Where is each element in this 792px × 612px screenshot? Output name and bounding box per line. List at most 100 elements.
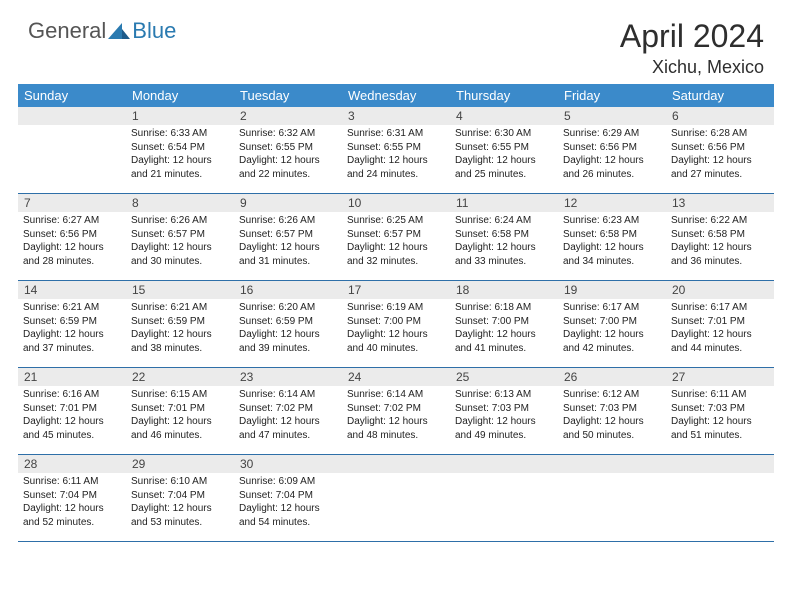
day-cell: 2Sunrise: 6:32 AMSunset: 6:55 PMDaylight… bbox=[234, 107, 342, 193]
sunset-text: Sunset: 6:57 PM bbox=[239, 228, 337, 242]
day-cell-empty bbox=[558, 455, 666, 541]
brand-triangle-icon bbox=[108, 23, 130, 39]
daylight-line1: Daylight: 12 hours bbox=[131, 328, 229, 342]
daylight-line1: Daylight: 12 hours bbox=[23, 415, 121, 429]
day-body: Sunrise: 6:27 AMSunset: 6:56 PMDaylight:… bbox=[18, 212, 126, 272]
daylight-line2: and 44 minutes. bbox=[671, 342, 769, 356]
daylight-line2: and 54 minutes. bbox=[239, 516, 337, 530]
sunset-text: Sunset: 6:58 PM bbox=[671, 228, 769, 242]
day-cell: 26Sunrise: 6:12 AMSunset: 7:03 PMDayligh… bbox=[558, 368, 666, 454]
day-body: Sunrise: 6:23 AMSunset: 6:58 PMDaylight:… bbox=[558, 212, 666, 272]
daylight-line2: and 51 minutes. bbox=[671, 429, 769, 443]
day-cell: 15Sunrise: 6:21 AMSunset: 6:59 PMDayligh… bbox=[126, 281, 234, 367]
daylight-line1: Daylight: 12 hours bbox=[455, 241, 553, 255]
daylight-line2: and 47 minutes. bbox=[239, 429, 337, 443]
sunset-text: Sunset: 7:04 PM bbox=[239, 489, 337, 503]
daylight-line2: and 46 minutes. bbox=[131, 429, 229, 443]
sunrise-text: Sunrise: 6:24 AM bbox=[455, 214, 553, 228]
sunset-text: Sunset: 7:00 PM bbox=[455, 315, 553, 329]
daylight-line2: and 45 minutes. bbox=[23, 429, 121, 443]
daylight-line1: Daylight: 12 hours bbox=[563, 415, 661, 429]
sunrise-text: Sunrise: 6:20 AM bbox=[239, 301, 337, 315]
daylight-line2: and 52 minutes. bbox=[23, 516, 121, 530]
daylight-line1: Daylight: 12 hours bbox=[455, 328, 553, 342]
day-body: Sunrise: 6:20 AMSunset: 6:59 PMDaylight:… bbox=[234, 299, 342, 359]
daylight-line2: and 39 minutes. bbox=[239, 342, 337, 356]
day-body: Sunrise: 6:24 AMSunset: 6:58 PMDaylight:… bbox=[450, 212, 558, 272]
day-number: 20 bbox=[666, 281, 774, 299]
day-cell: 14Sunrise: 6:21 AMSunset: 6:59 PMDayligh… bbox=[18, 281, 126, 367]
calendar: SundayMondayTuesdayWednesdayThursdayFrid… bbox=[0, 84, 792, 542]
daylight-line1: Daylight: 12 hours bbox=[23, 241, 121, 255]
day-cell: 1 Sunrise: 6:33 AMSunset: 6:54 PMDaylight… bbox=[126, 107, 234, 193]
sunset-text: Sunset: 6:55 PM bbox=[455, 141, 553, 155]
daylight-line2: and 32 minutes. bbox=[347, 255, 445, 269]
daylight-line1: Daylight: 12 hours bbox=[347, 241, 445, 255]
brand-general: General bbox=[28, 18, 106, 44]
day-number bbox=[666, 455, 774, 473]
sunset-text: Sunset: 7:04 PM bbox=[23, 489, 121, 503]
day-body: Sunrise: 6:11 AMSunset: 7:03 PMDaylight:… bbox=[666, 386, 774, 446]
sunrise-text: Sunrise: 6:16 AM bbox=[23, 388, 121, 402]
day-cell: 4Sunrise: 6:30 AMSunset: 6:55 PMDaylight… bbox=[450, 107, 558, 193]
sunrise-text: Sunrise: 6:17 AM bbox=[563, 301, 661, 315]
day-cell: 5Sunrise: 6:29 AMSunset: 6:56 PMDaylight… bbox=[558, 107, 666, 193]
sunrise-text: Sunrise: 6:13 AM bbox=[455, 388, 553, 402]
daylight-line1: Daylight: 12 hours bbox=[563, 154, 661, 168]
sunset-text: Sunset: 6:54 PM bbox=[131, 141, 229, 155]
day-number: 3 bbox=[342, 107, 450, 125]
daylight-line1: Daylight: 12 hours bbox=[131, 502, 229, 516]
weekday-header-cell: Saturday bbox=[666, 84, 774, 107]
day-cell: 29Sunrise: 6:10 AMSunset: 7:04 PMDayligh… bbox=[126, 455, 234, 541]
daylight-line2: and 48 minutes. bbox=[347, 429, 445, 443]
day-cell: 6Sunrise: 6:28 AMSunset: 6:56 PMDaylight… bbox=[666, 107, 774, 193]
daylight-line1: Daylight: 12 hours bbox=[671, 415, 769, 429]
day-cell-empty bbox=[666, 455, 774, 541]
daylight-line2: and 30 minutes. bbox=[131, 255, 229, 269]
daylight-line1: Daylight: 12 hours bbox=[563, 328, 661, 342]
sunset-text: Sunset: 6:59 PM bbox=[239, 315, 337, 329]
day-number: 28 bbox=[18, 455, 126, 473]
daylight-line2: and 41 minutes. bbox=[455, 342, 553, 356]
daylight-line2: and 24 minutes. bbox=[347, 168, 445, 182]
day-number: 25 bbox=[450, 368, 558, 386]
brand-logo: General Blue bbox=[28, 18, 176, 44]
day-cell-empty bbox=[18, 107, 126, 193]
sunrise-text: Sunrise: 6:33 AM bbox=[131, 127, 229, 141]
week-row: 7Sunrise: 6:27 AMSunset: 6:56 PMDaylight… bbox=[18, 194, 774, 281]
daylight-line1: Daylight: 12 hours bbox=[347, 415, 445, 429]
day-number bbox=[450, 455, 558, 473]
sunset-text: Sunset: 6:56 PM bbox=[671, 141, 769, 155]
sunrise-text: Sunrise: 6:12 AM bbox=[563, 388, 661, 402]
sunset-text: Sunset: 6:57 PM bbox=[131, 228, 229, 242]
day-number: 5 bbox=[558, 107, 666, 125]
day-cell: 19Sunrise: 6:17 AMSunset: 7:00 PMDayligh… bbox=[558, 281, 666, 367]
day-cell: 23Sunrise: 6:14 AMSunset: 7:02 PMDayligh… bbox=[234, 368, 342, 454]
sunrise-text: Sunrise: 6:21 AM bbox=[131, 301, 229, 315]
sunrise-text: Sunrise: 6:26 AM bbox=[131, 214, 229, 228]
sunset-text: Sunset: 6:58 PM bbox=[563, 228, 661, 242]
daylight-line1: Daylight: 12 hours bbox=[671, 328, 769, 342]
sunset-text: Sunset: 7:02 PM bbox=[347, 402, 445, 416]
day-number: 8 bbox=[126, 194, 234, 212]
weekday-header-cell: Sunday bbox=[18, 84, 126, 107]
day-cell: 8Sunrise: 6:26 AMSunset: 6:57 PMDaylight… bbox=[126, 194, 234, 280]
day-number bbox=[18, 107, 126, 125]
day-cell: 7Sunrise: 6:27 AMSunset: 6:56 PMDaylight… bbox=[18, 194, 126, 280]
day-cell: 13Sunrise: 6:22 AMSunset: 6:58 PMDayligh… bbox=[666, 194, 774, 280]
sunrise-text: Sunrise: 6:21 AM bbox=[23, 301, 121, 315]
sunset-text: Sunset: 6:55 PM bbox=[347, 141, 445, 155]
day-number: 1 bbox=[126, 107, 234, 125]
daylight-line1: Daylight: 12 hours bbox=[239, 328, 337, 342]
daylight-line1: Daylight: 12 hours bbox=[671, 241, 769, 255]
day-body: Sunrise: 6:21 AMSunset: 6:59 PMDaylight:… bbox=[126, 299, 234, 359]
day-body: Sunrise: 6:12 AMSunset: 7:03 PMDaylight:… bbox=[558, 386, 666, 446]
sunset-text: Sunset: 7:03 PM bbox=[563, 402, 661, 416]
day-body: Sunrise: 6:14 AMSunset: 7:02 PMDaylight:… bbox=[342, 386, 450, 446]
sunrise-text: Sunrise: 6:18 AM bbox=[455, 301, 553, 315]
daylight-line1: Daylight: 12 hours bbox=[131, 154, 229, 168]
day-cell: 24Sunrise: 6:14 AMSunset: 7:02 PMDayligh… bbox=[342, 368, 450, 454]
daylight-line1: Daylight: 12 hours bbox=[455, 415, 553, 429]
day-body: Sunrise: 6:26 AMSunset: 6:57 PMDaylight:… bbox=[126, 212, 234, 272]
day-cell: 18Sunrise: 6:18 AMSunset: 7:00 PMDayligh… bbox=[450, 281, 558, 367]
